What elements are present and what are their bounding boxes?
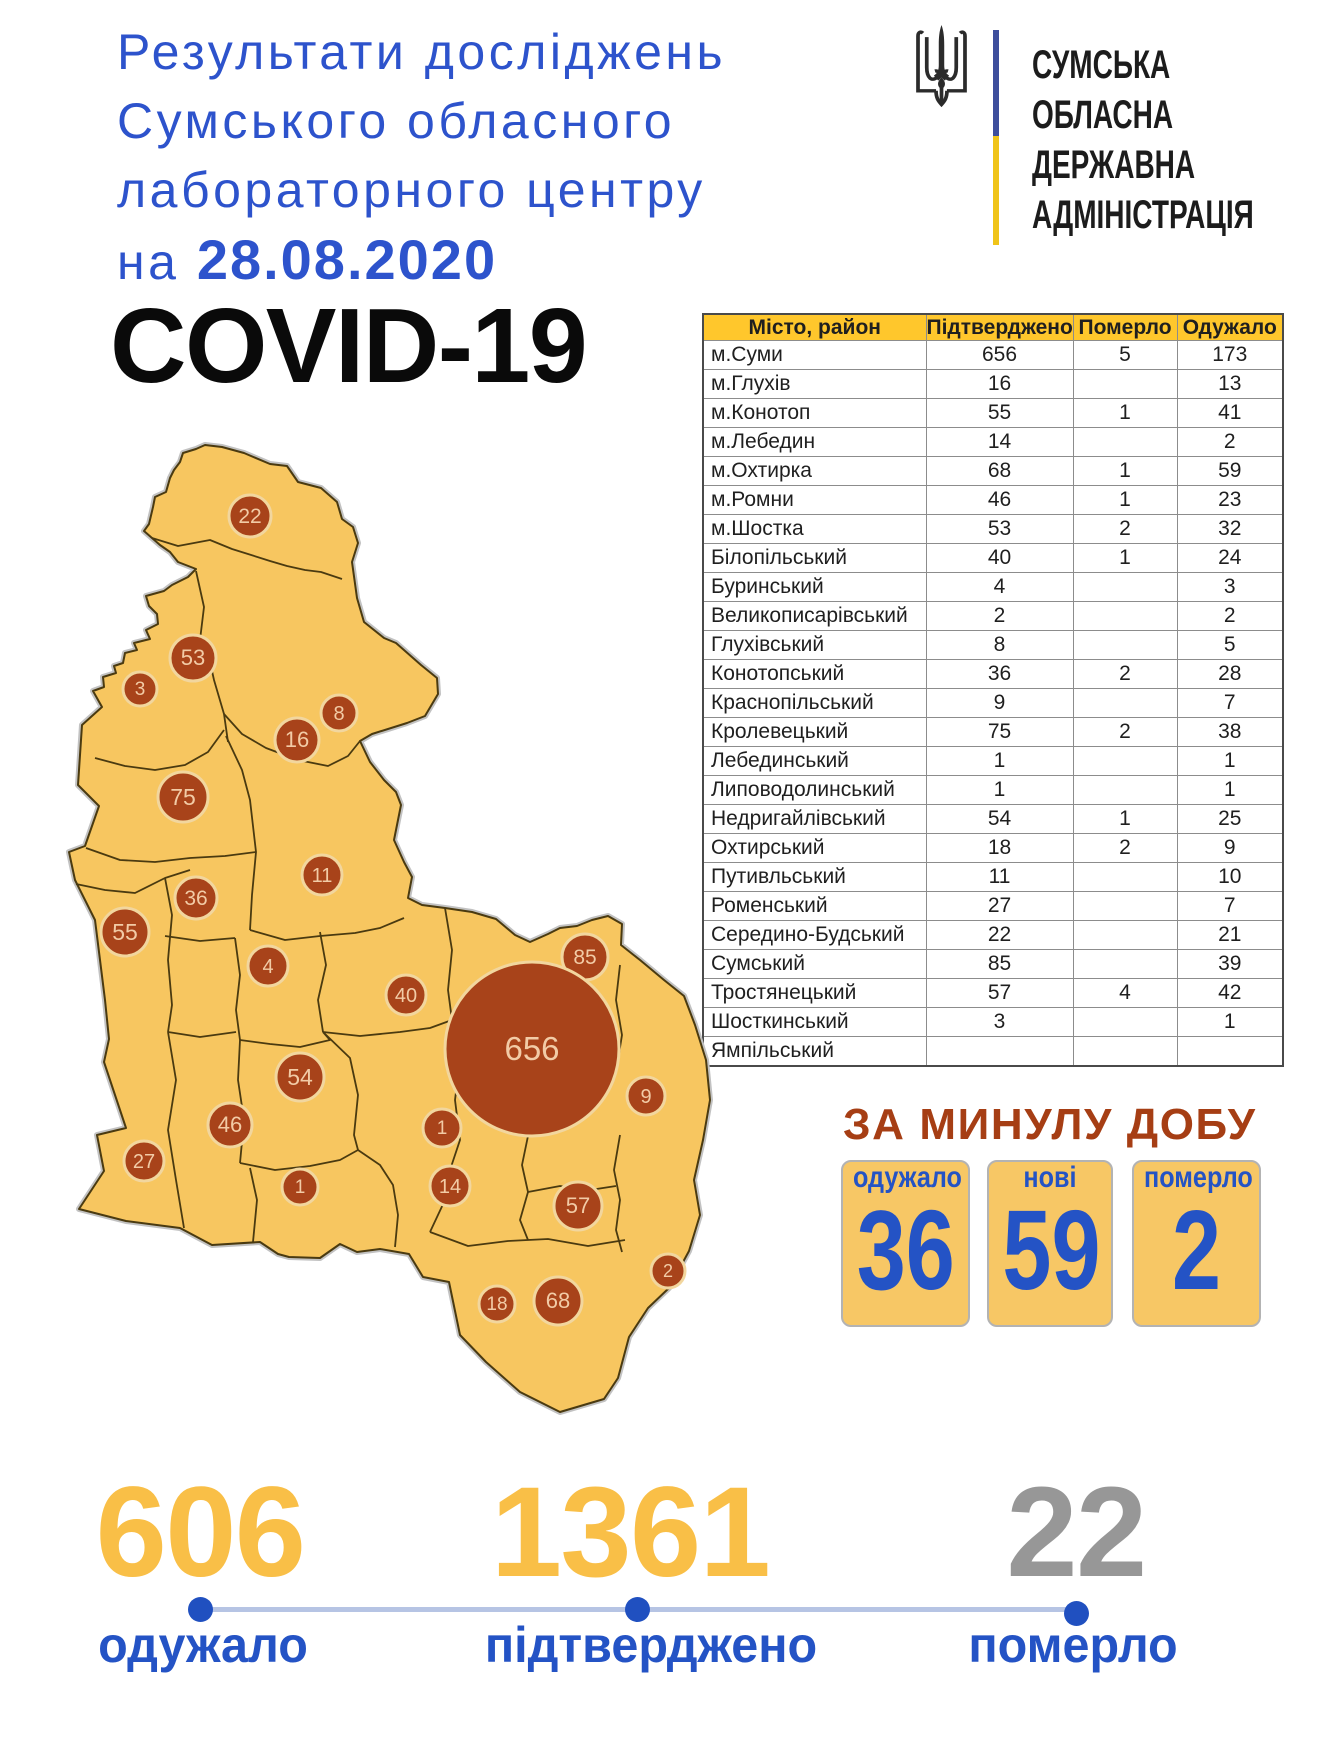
svg-text:18: 18	[486, 1294, 507, 1315]
svg-text:1: 1	[437, 1118, 448, 1139]
svg-text:4: 4	[262, 956, 273, 978]
svg-text:57: 57	[566, 1193, 590, 1218]
svg-text:68: 68	[546, 1288, 570, 1313]
svg-text:54: 54	[287, 1064, 313, 1090]
svg-text:27: 27	[133, 1151, 155, 1173]
svg-text:85: 85	[573, 946, 596, 969]
svg-text:2: 2	[663, 1261, 673, 1281]
svg-text:9: 9	[640, 1086, 651, 1108]
svg-text:3: 3	[135, 679, 146, 700]
svg-text:656: 656	[504, 1030, 559, 1067]
svg-text:14: 14	[439, 1176, 461, 1198]
svg-text:1: 1	[295, 1177, 306, 1198]
svg-text:40: 40	[395, 985, 417, 1007]
svg-text:16: 16	[285, 727, 309, 752]
svg-text:11: 11	[312, 865, 333, 887]
svg-text:75: 75	[170, 784, 196, 810]
svg-text:8: 8	[333, 703, 344, 725]
svg-text:22: 22	[238, 505, 261, 528]
svg-text:36: 36	[184, 887, 207, 910]
svg-text:55: 55	[112, 919, 138, 945]
svg-text:46: 46	[218, 1112, 242, 1137]
svg-text:53: 53	[181, 645, 205, 670]
